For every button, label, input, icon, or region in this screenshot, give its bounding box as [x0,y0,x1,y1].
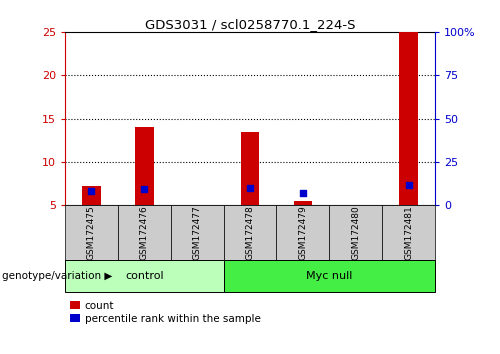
Bar [241,132,259,205]
Point [299,190,307,196]
Bar [135,127,154,205]
Bar [118,205,171,260]
Point [246,185,254,190]
Bar [170,205,224,260]
Bar [382,205,435,260]
Title: GDS3031 / scl0258770.1_224-S: GDS3031 / scl0258770.1_224-S [145,18,355,31]
Bar [224,205,276,260]
Point [88,189,96,194]
Text: GSM172481: GSM172481 [404,205,413,260]
Bar [276,205,330,260]
Point [404,183,412,188]
Text: control: control [125,271,164,281]
Text: GSM172475: GSM172475 [87,205,96,260]
Bar [224,260,435,292]
Text: Myc null: Myc null [306,271,352,281]
Legend: count, percentile rank within the sample: count, percentile rank within the sample [70,301,260,324]
Text: genotype/variation ▶: genotype/variation ▶ [2,271,113,281]
Text: GSM172476: GSM172476 [140,205,149,260]
Text: GSM172478: GSM172478 [246,205,254,260]
Bar [82,186,100,205]
Text: GSM172477: GSM172477 [192,205,202,260]
Bar [65,205,118,260]
Bar [330,205,382,260]
Text: GSM172480: GSM172480 [351,205,360,260]
Bar [400,32,418,205]
Text: GSM172479: GSM172479 [298,205,308,260]
Bar [294,201,312,205]
Point [140,186,148,192]
Bar [65,260,224,292]
